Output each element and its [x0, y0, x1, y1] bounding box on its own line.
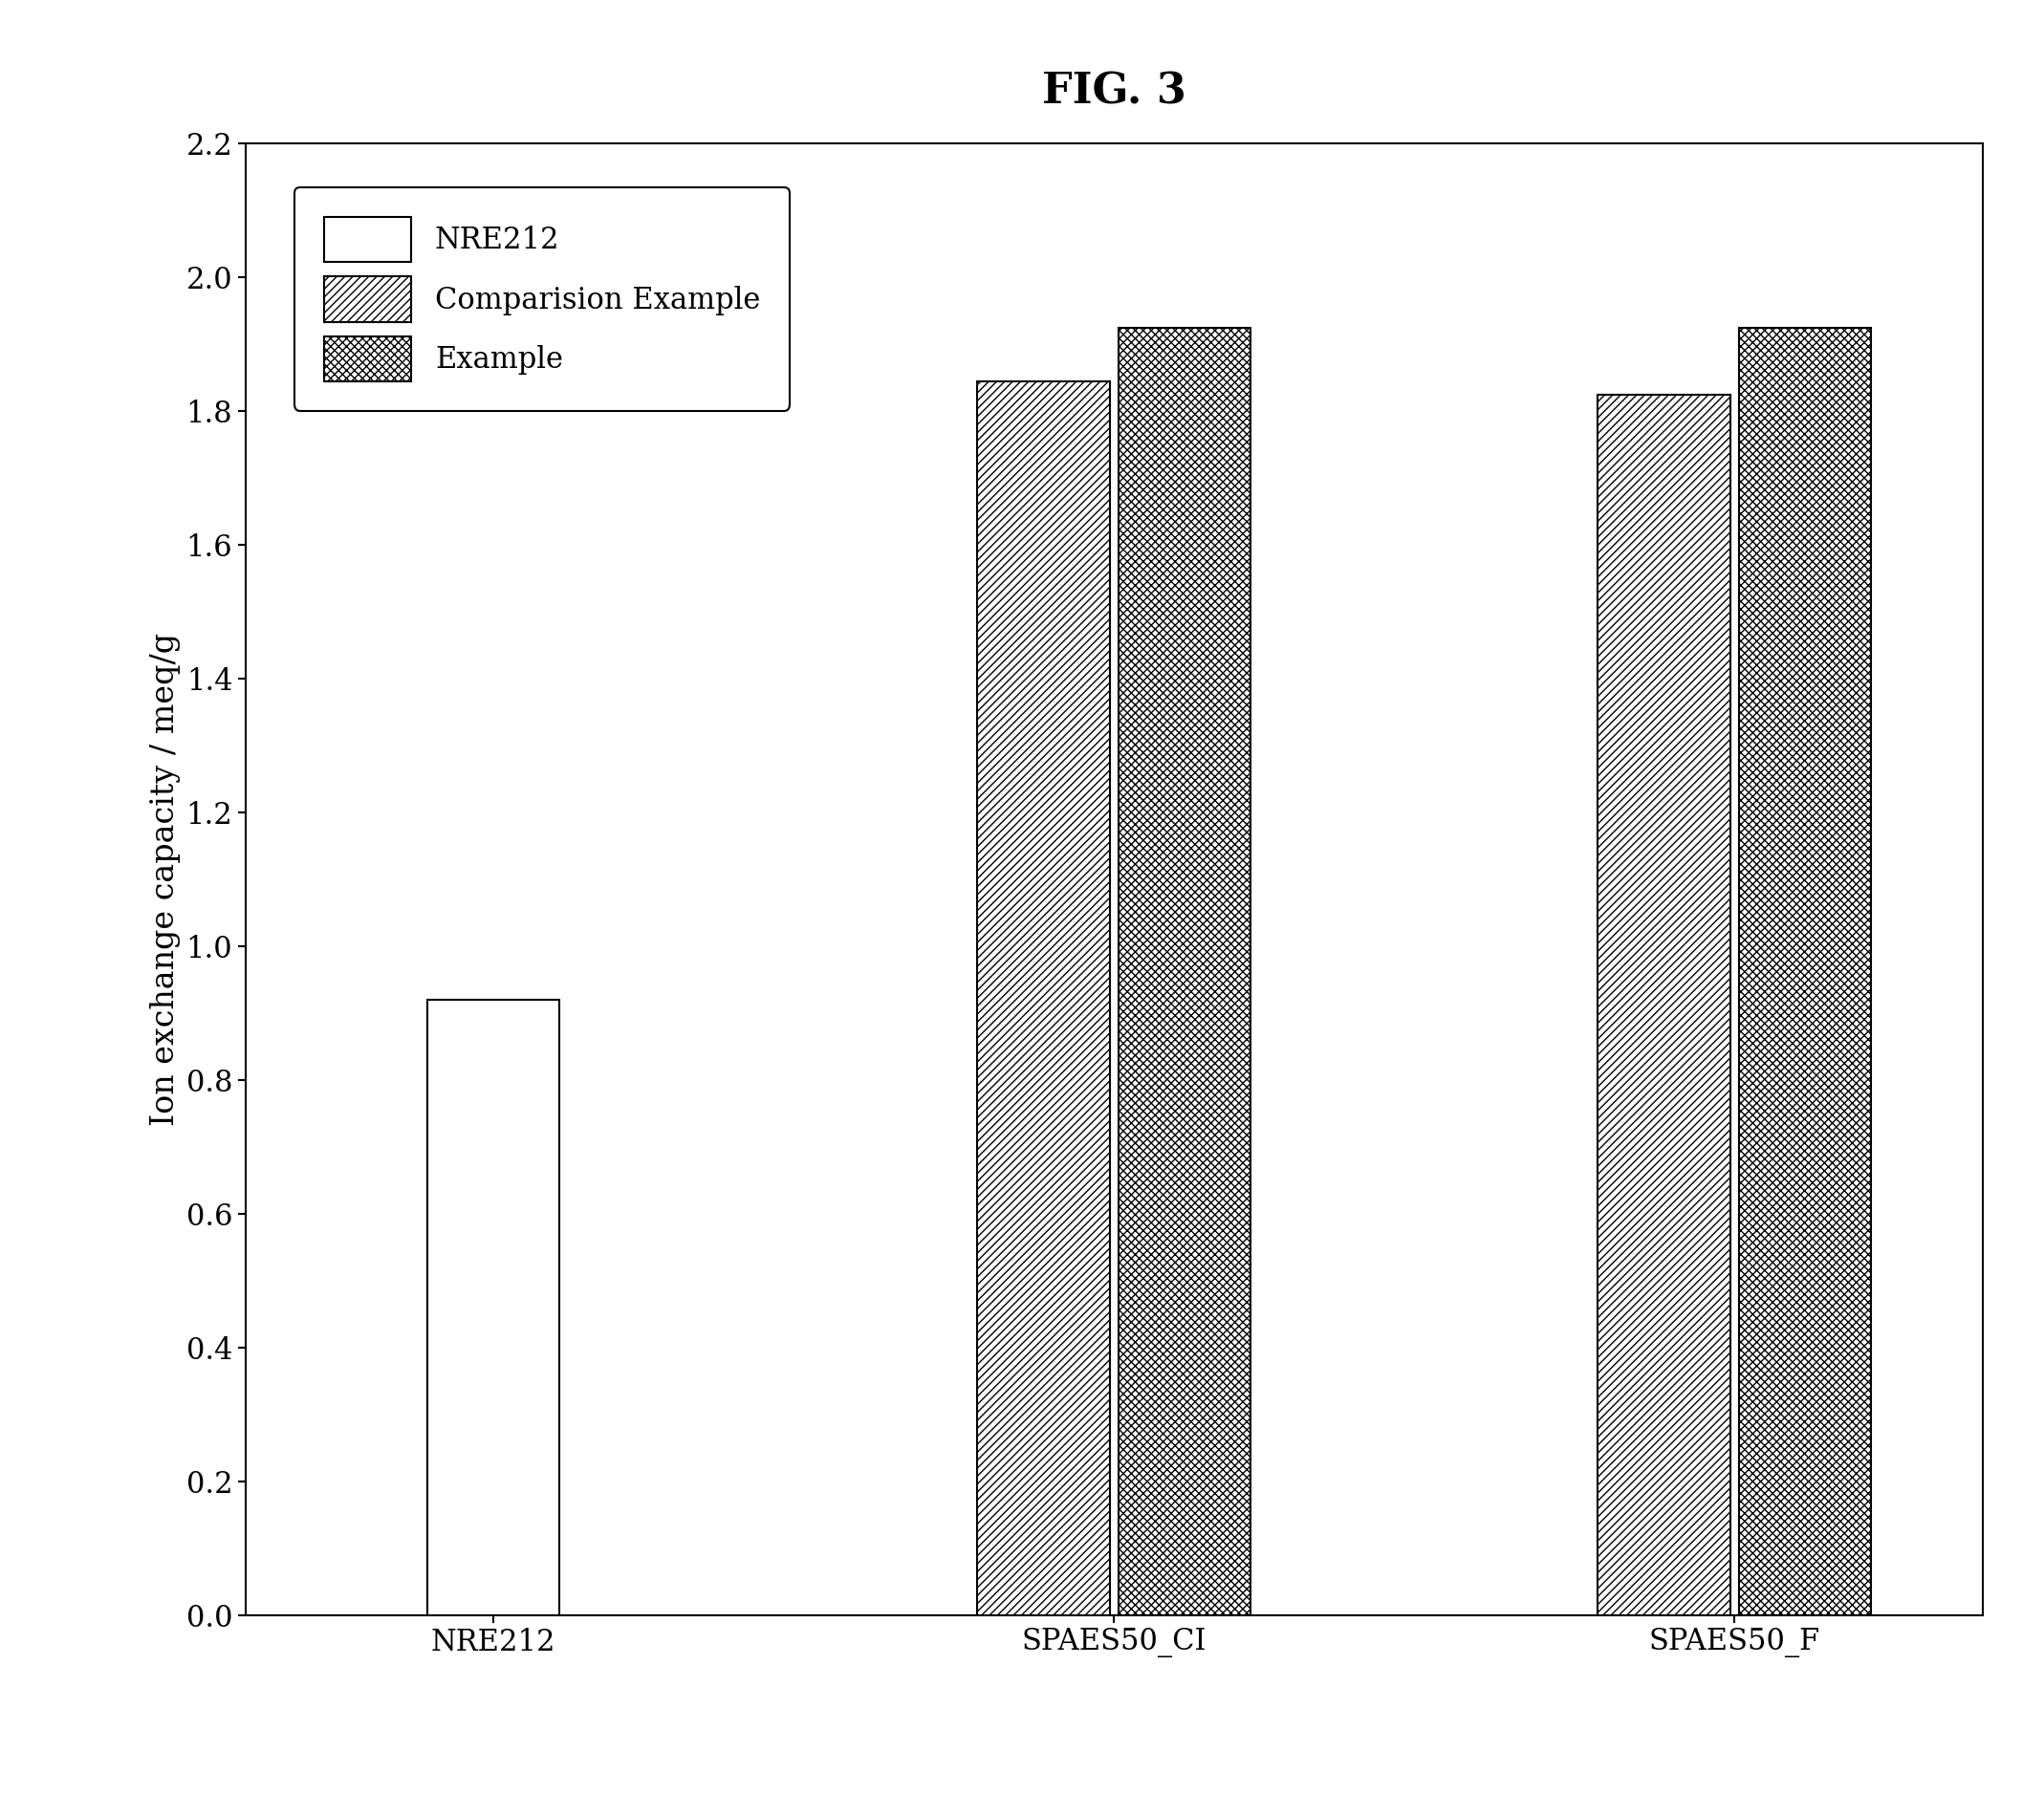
Bar	[1118, 327, 1251, 1616]
Bar	[1739, 327, 1870, 1616]
Title: FIG. 3: FIG. 3	[1042, 72, 1186, 113]
Y-axis label: Ion exchange capacity / meq/g: Ion exchange capacity / meq/g	[149, 634, 180, 1125]
Legend: NRE212, Comparision Example, Example: NRE212, Comparision Example, Example	[294, 188, 789, 411]
Bar	[1598, 395, 1731, 1616]
Bar	[427, 1000, 560, 1616]
Bar	[977, 381, 1110, 1616]
